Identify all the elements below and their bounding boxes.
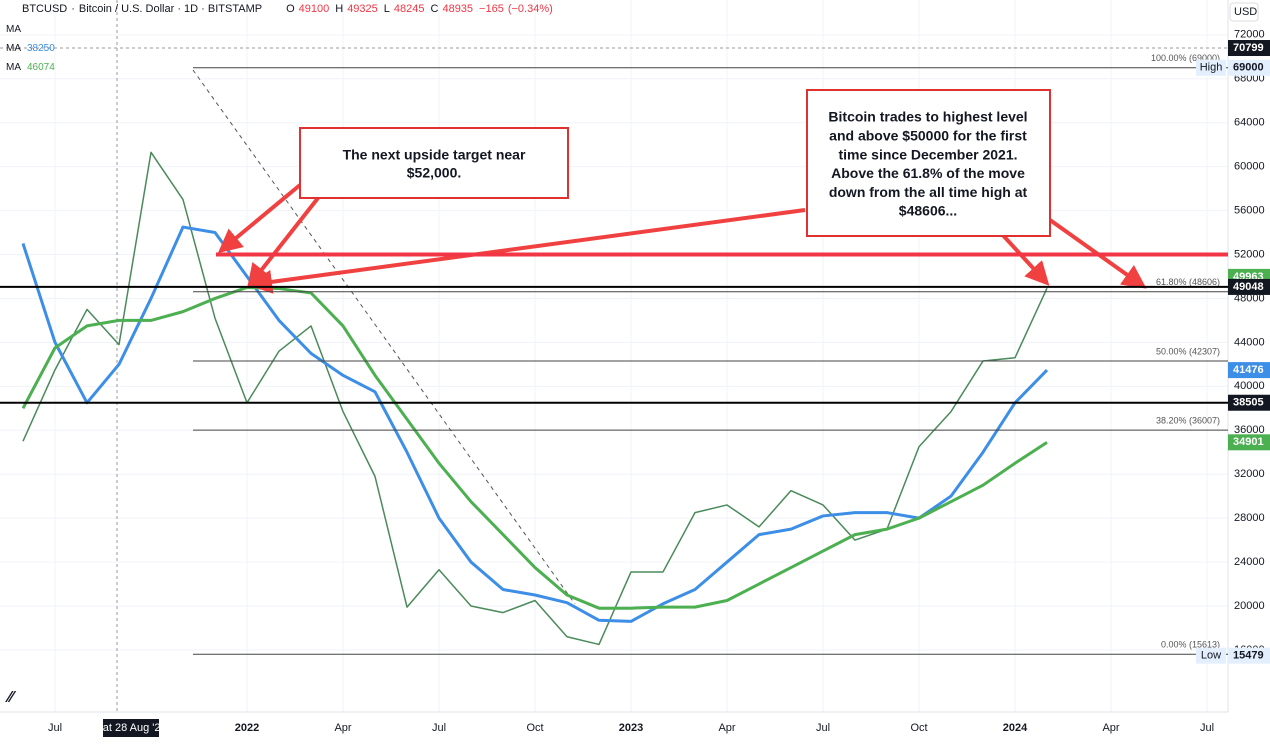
crosshair-label: Sat 28 Aug '21 — [95, 722, 166, 734]
y-tick-label: 36000 — [1234, 424, 1265, 436]
ohlc-key: C — [430, 3, 439, 15]
y-tick-label: 32000 — [1234, 468, 1265, 480]
currency-button[interactable] — [1229, 2, 1259, 22]
price-tag — [1228, 647, 1270, 664]
price-tag — [1228, 362, 1270, 379]
x-tick-label: Oct — [910, 722, 927, 734]
logo: ⁄⁄ — [5, 689, 17, 706]
annotation-text: time since December 2021. — [839, 146, 1018, 162]
price-tag-label: 69000 — [1233, 62, 1264, 74]
price-tag-label: 41476 — [1233, 364, 1264, 376]
fib-label: 100.00% (69000) — [1151, 53, 1220, 63]
price-tag-label: 38505 — [1233, 397, 1264, 409]
x-tick-label: Apr — [1102, 722, 1119, 734]
ma-value: 46074 — [27, 62, 55, 73]
price-tag — [1228, 394, 1270, 411]
ma-line — [21, 225, 1049, 623]
x-tick-label: Jul — [432, 722, 446, 734]
y-tick-label: 40000 — [1234, 380, 1265, 392]
arrows — [217, 183, 1147, 294]
arrow — [217, 183, 302, 254]
tag-label: Low — [1201, 650, 1221, 662]
ma-name: MA — [6, 24, 21, 35]
arrow — [1048, 218, 1147, 289]
price-tag — [1228, 40, 1270, 57]
y-tick-label: 24000 — [1234, 556, 1265, 568]
ohlc: O 49100 H 49325 L 48245 C 48935 — [286, 3, 475, 15]
x-tick-label: 2022 — [235, 722, 259, 734]
x-tick-label: Apr — [718, 722, 735, 734]
price-tag-label: 70799 — [1233, 42, 1264, 54]
fib-label: 0.00% (15613) — [1161, 640, 1220, 650]
tag-box — [1196, 59, 1226, 76]
annotation-text: and above $50000 for the first — [829, 128, 1027, 144]
price-tag — [1228, 59, 1270, 76]
x-tick-label: 2024 — [1003, 722, 1028, 734]
ma-legend: MA — [6, 24, 21, 35]
annotation-text: $48606... — [899, 203, 957, 219]
y-tick-label: 48000 — [1234, 292, 1265, 304]
y-tick-label: 64000 — [1234, 117, 1265, 129]
ma-legend: MA 38250 — [6, 43, 55, 54]
price-tag — [1228, 434, 1270, 451]
arrow — [247, 196, 320, 289]
ohlc-key: H — [335, 3, 344, 15]
sep: · — [71, 3, 75, 15]
annotation-text: The next upside target near — [343, 147, 526, 163]
currency[interactable]: USD — [1234, 6, 1257, 18]
price-tag-label: 15479 — [1233, 650, 1264, 662]
x-tick-label: Jul — [1200, 722, 1214, 734]
time-axis — [0, 712, 1228, 746]
symbol: BTCUSD — [22, 3, 68, 15]
trend-line — [192, 69, 576, 605]
title: Bitcoin / U.S. Dollar · 1D · BITSTAMP — [78, 3, 263, 15]
fib-label: 61.80% (48606) — [1156, 277, 1220, 287]
ohlc-key: O — [286, 3, 295, 15]
price-tag — [1228, 278, 1270, 295]
fib-label: 38.20% (36007) — [1156, 416, 1220, 426]
ohlc-key: L — [383, 3, 390, 15]
y-tick-label: 28000 — [1234, 512, 1265, 524]
price-tag-label: 49048 — [1233, 281, 1264, 293]
y-tick-label: 44000 — [1234, 336, 1265, 348]
ma-line — [21, 285, 1048, 610]
price-line — [22, 151, 1048, 646]
ma-value: 38250 — [27, 43, 55, 54]
annotation-text: Above the 61.8% of the move — [831, 165, 1025, 181]
ma-name: MA — [6, 43, 21, 54]
y-tick-label: 52000 — [1234, 248, 1265, 260]
x-tick-label: Oct — [526, 722, 543, 734]
price-tag-label: 34901 — [1233, 436, 1264, 448]
x-tick-label: Apr — [334, 722, 351, 734]
tag-box — [1196, 647, 1226, 664]
ohlc-value: 49325 — [347, 3, 378, 15]
y-tick-label: 20000 — [1234, 600, 1265, 612]
y-tick-label: 56000 — [1234, 204, 1265, 216]
y-tick-label: 60000 — [1234, 161, 1265, 173]
y-tick-label: 72000 — [1234, 29, 1265, 41]
fib-label: 50.00% (42307) — [1156, 346, 1220, 356]
annotation-text: $52,000. — [407, 165, 462, 181]
change: −165 — [479, 3, 504, 15]
ohlc-value: 48935 — [442, 3, 474, 15]
annotation-box — [806, 89, 1051, 237]
change-pct: (−0.34%) — [507, 3, 553, 15]
header: BTCUSD · Bitcoin / U.S. Dollar · 1D · BIT… — [22, 3, 553, 15]
ma-name: MA — [6, 62, 21, 73]
tag-label: High — [1200, 62, 1223, 74]
plot — [21, 151, 1049, 646]
x-tick-label: Jul — [48, 722, 62, 734]
ma-legend: MA 46074 — [6, 62, 55, 73]
annotation-text: Bitcoin trades to highest level — [828, 109, 1027, 125]
ohlc-value: 49100 — [298, 3, 330, 15]
crosshair-box — [103, 719, 159, 737]
x-tick-label: 2023 — [619, 722, 643, 734]
annotation-box — [299, 127, 569, 199]
annotation-text: down from the all time high at — [829, 184, 1028, 200]
arrow — [248, 208, 806, 294]
x-tick-label: Jul — [816, 722, 830, 734]
ohlc-value: 48245 — [393, 3, 425, 15]
